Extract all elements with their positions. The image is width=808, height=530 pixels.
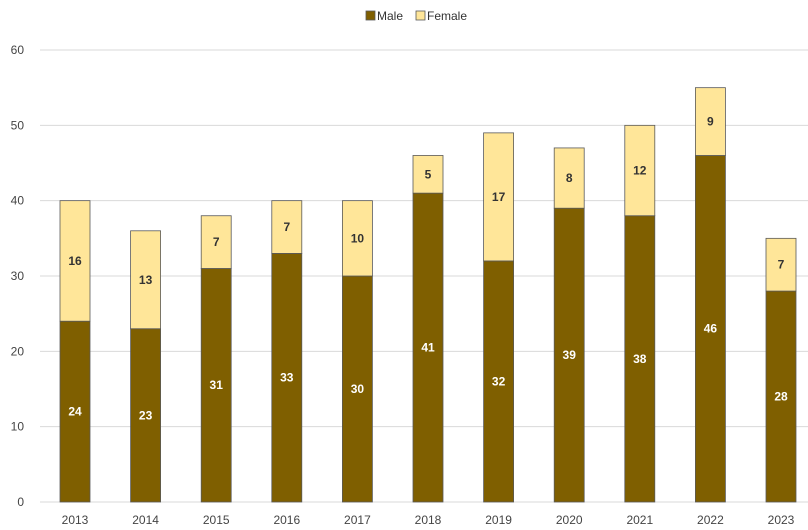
bar-female-2020 — [553, 147, 585, 209]
data-label-male-2020: 39 — [563, 348, 577, 362]
data-label-male-2015: 31 — [210, 378, 224, 392]
bar-male-2022 — [695, 155, 726, 503]
data-label-female-2018: 5 — [425, 167, 432, 181]
bar-male-2014 — [130, 328, 162, 503]
data-label-female-2019: 17 — [492, 190, 506, 204]
bar-male-2023 — [765, 290, 797, 503]
bar-female-2015 — [200, 215, 232, 269]
bar-female-2018 — [412, 155, 444, 194]
x-tick-label-2023: 2023 — [768, 513, 795, 527]
y-tick-label-30: 30 — [11, 269, 25, 283]
data-label-male-2019: 32 — [492, 374, 506, 388]
bar-male-2020 — [553, 207, 585, 503]
y-tick-label-20: 20 — [11, 344, 25, 358]
data-label-female-2013: 16 — [68, 254, 82, 268]
data-label-male-2022: 46 — [704, 322, 718, 336]
legend-swatch-female — [415, 10, 426, 21]
data-label-male-2014: 23 — [139, 408, 153, 422]
x-tick-label-2017: 2017 — [344, 513, 371, 527]
data-label-male-2018: 41 — [421, 341, 435, 355]
data-label-male-2021: 38 — [633, 352, 647, 366]
bar-labels-layer: 24 16 23 13 31 7 33 7 30 10 41 5 32 17 39 8 38 12 46 9 28 7 — [68, 115, 788, 423]
legend: Male Female — [365, 9, 467, 23]
data-label-female-2014: 13 — [139, 273, 153, 287]
data-label-male-2013: 24 — [68, 405, 82, 419]
bar-male-2017 — [341, 275, 373, 503]
data-label-female-2021: 12 — [633, 164, 647, 178]
data-label-male-2023: 28 — [774, 390, 788, 404]
legend-swatch-male — [365, 10, 376, 21]
x-tick-label-2018: 2018 — [415, 513, 442, 527]
x-tick-label-2014: 2014 — [132, 513, 159, 527]
x-tick-label-2019: 2019 — [485, 513, 512, 527]
data-label-female-2023: 7 — [778, 258, 785, 272]
data-label-female-2016: 7 — [283, 220, 290, 234]
bar-female-2013 — [59, 200, 91, 322]
y-tick-label-10: 10 — [11, 420, 25, 434]
y-tick-label-60: 60 — [11, 43, 25, 57]
data-label-female-2017: 10 — [351, 231, 365, 245]
bar-male-2013 — [59, 320, 91, 503]
bar-female-2023 — [765, 237, 797, 292]
x-tick-label-2016: 2016 — [273, 513, 300, 527]
bar-female-2014 — [130, 230, 162, 330]
bar-male-2021 — [624, 215, 656, 503]
legend-label-male: Male — [377, 9, 403, 23]
data-label-female-2020: 8 — [566, 171, 573, 185]
bar-female-2017 — [341, 200, 373, 277]
bar-female-2022 — [695, 87, 726, 156]
y-axis-ticks: 0 10 20 30 40 50 60 — [11, 43, 25, 509]
data-label-male-2016: 33 — [280, 371, 294, 385]
bar-male-2016 — [271, 252, 303, 503]
y-tick-label-0: 0 — [17, 495, 24, 509]
y-tick-label-40: 40 — [11, 194, 25, 208]
bar-female-2019 — [483, 132, 515, 262]
x-tick-label-2015: 2015 — [203, 513, 230, 527]
bar-male-2019 — [483, 260, 515, 503]
data-label-female-2015: 7 — [213, 235, 220, 249]
legend-label-female: Female — [427, 9, 467, 23]
data-label-female-2022: 9 — [707, 115, 714, 129]
bar-female-2016 — [271, 200, 303, 254]
y-tick-label-50: 50 — [11, 118, 25, 132]
data-label-male-2017: 30 — [351, 382, 365, 396]
x-tick-label-2020: 2020 — [556, 513, 583, 527]
bar-male-2018 — [412, 192, 444, 503]
bar-female-2021 — [624, 124, 656, 217]
x-tick-label-2013: 2013 — [62, 513, 89, 527]
x-tick-label-2022: 2022 — [697, 513, 724, 527]
bar-male-2015 — [200, 268, 232, 503]
bars-layer — [59, 87, 797, 503]
x-tick-label-2021: 2021 — [626, 513, 653, 527]
x-axis-ticks: 2013 2014 2015 2016 2017 2018 2019 2020 2021 2022… — [62, 513, 795, 527]
